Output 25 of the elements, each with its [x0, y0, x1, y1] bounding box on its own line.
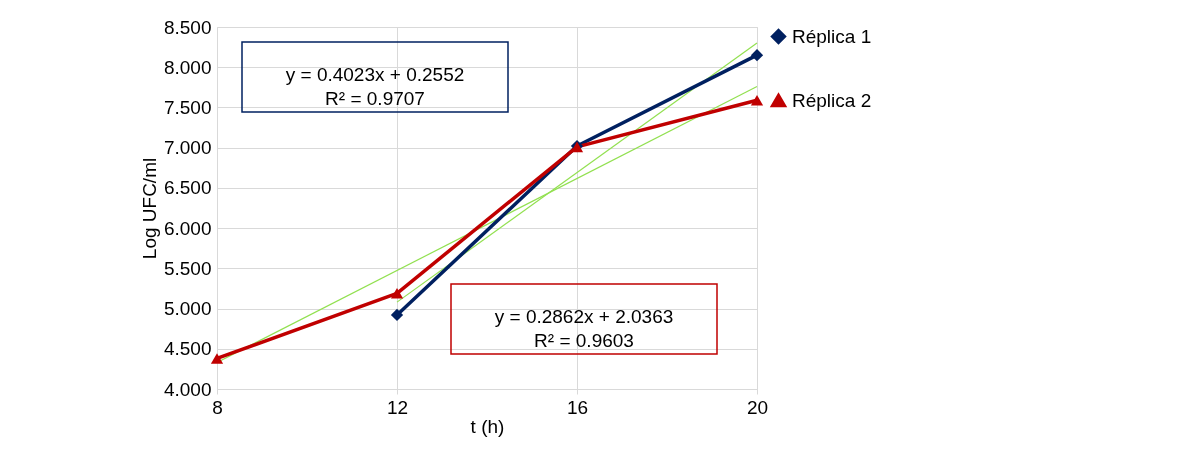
x-axis-title: t (h)	[470, 415, 505, 437]
y-tick-label: 7.500	[163, 96, 212, 118]
y-tick-label: 6.000	[163, 217, 212, 239]
annotation: y = 0.4023x + 0.2552 R² = 0.9707	[285, 64, 465, 109]
x-tick-label: 12	[386, 396, 409, 418]
point	[390, 308, 404, 322]
point	[750, 94, 764, 106]
y-tick-label: 5.000	[163, 298, 212, 320]
legend-label: Réplica 1	[792, 25, 872, 47]
legend-label: Réplica 2	[792, 89, 872, 111]
y-tick-label: 8.000	[163, 56, 212, 78]
x-tick-label: 20	[746, 396, 769, 418]
x-tick-label: 16	[566, 396, 589, 418]
annotation: y = 0.2862x + 2.0363 R² = 0.9603	[494, 306, 674, 351]
point	[750, 49, 764, 62]
y-tick-label: 4.000	[163, 378, 212, 400]
y-tick-label: 4.500	[163, 338, 212, 360]
y-tick-label: 7.000	[163, 137, 212, 159]
y-tick-label: 8.500	[163, 16, 212, 38]
y-tick-label: 5.500	[163, 257, 212, 279]
x-tick-label: 8	[212, 396, 223, 418]
y-axis-title: Log UFC/ml	[138, 157, 160, 260]
y-tick-label: 6.500	[163, 177, 212, 199]
point	[210, 353, 224, 364]
point	[390, 287, 404, 299]
